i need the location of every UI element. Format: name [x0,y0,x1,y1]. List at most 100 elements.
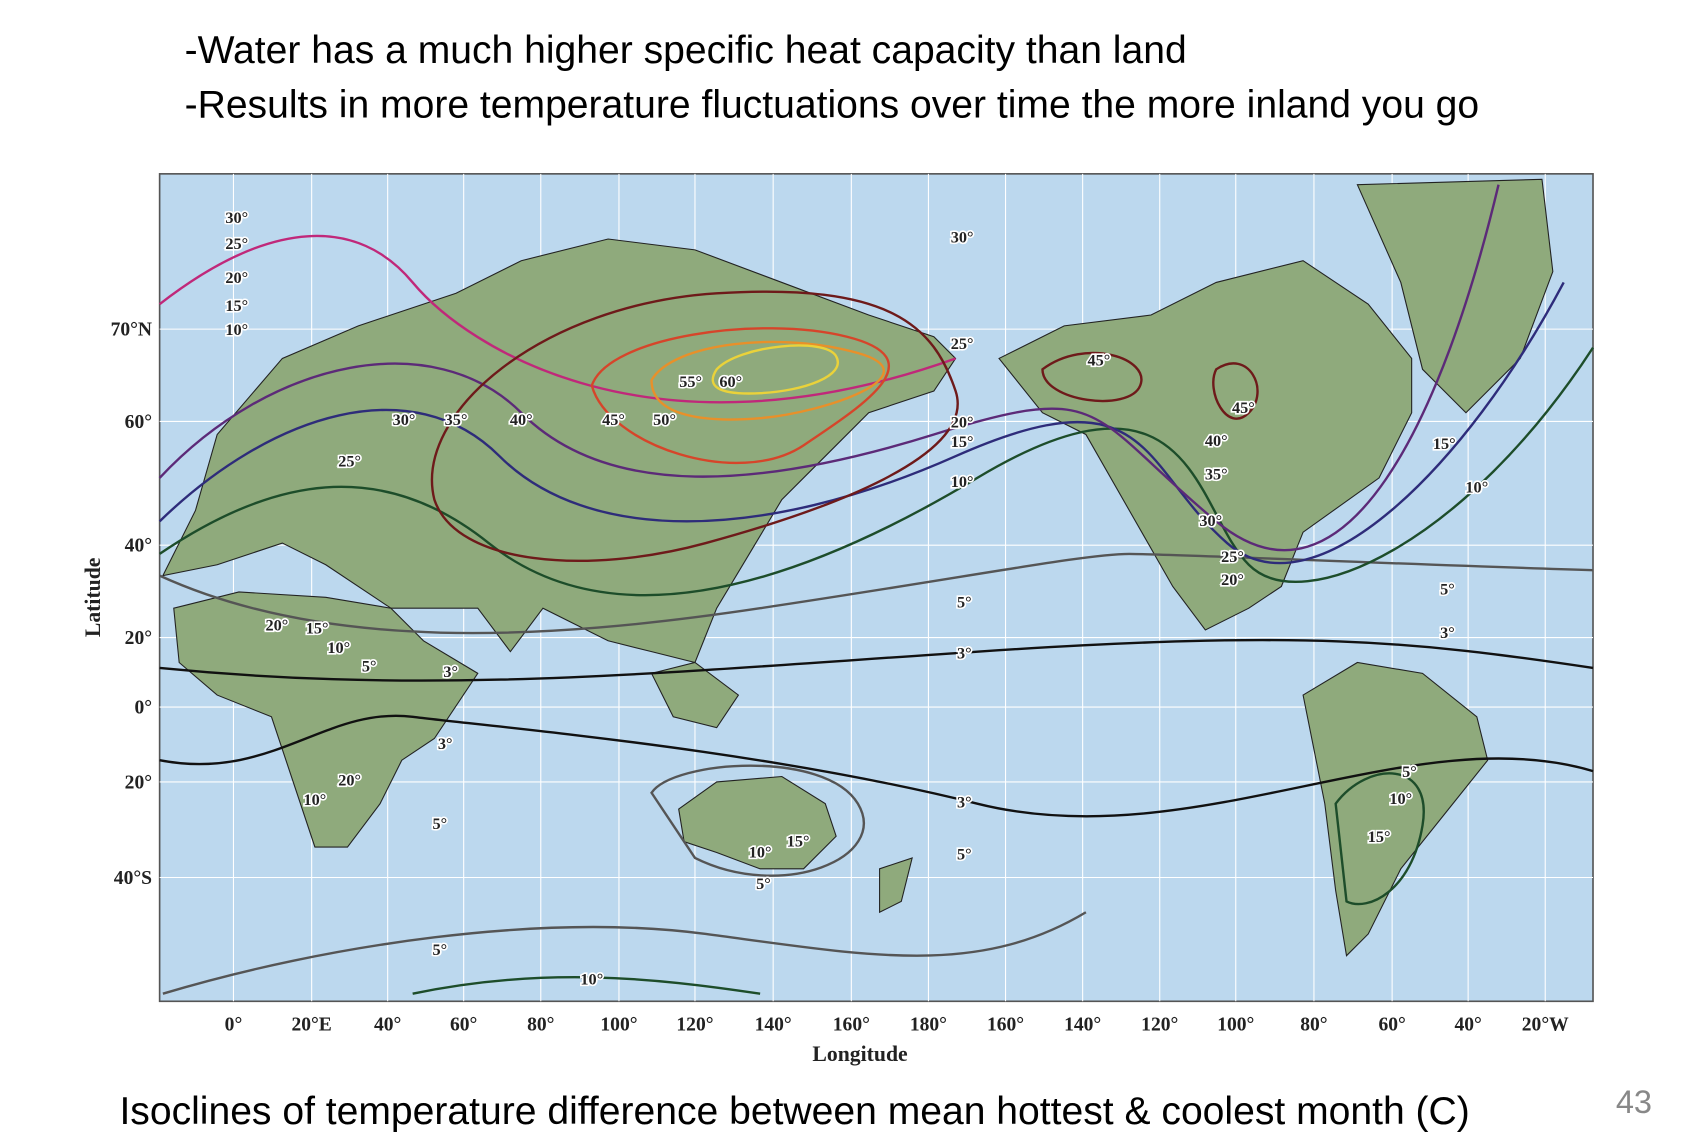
lon-label: 160° [833,1015,870,1036]
lon-label: 20°W [1522,1015,1569,1036]
isocline-label: 45° [1088,350,1111,369]
lon-label: 60° [450,1015,477,1036]
isocline-label: 3° [957,644,972,663]
isocline-label: 25° [338,451,361,470]
lon-label: 120° [676,1015,713,1036]
isocline-labels: 30°25°20°15°10°30°25°45°55° 60°30° 35° 40° 4… [224,207,1490,990]
isocline-label: 20° [266,615,289,634]
isocline-label: 10° [304,790,327,809]
lon-label: 0° [225,1015,243,1036]
isocline [158,234,956,404]
isocline-label: 25° [225,234,248,253]
isocline-label: 10° [749,842,772,861]
isocline-label: 35° [1205,464,1228,483]
isocline [412,975,761,995]
lon-label: 40° [374,1015,401,1036]
lon-label: 40° [1454,1015,1481,1036]
isocline [158,281,1565,565]
isocline [1334,772,1425,906]
lat-label: 40° [125,536,152,557]
isocline [159,714,1594,818]
lon-label: 60° [1378,1015,1405,1036]
isocline-label: 30° [393,410,416,429]
isocline-label: 5° [432,940,447,959]
lon-label: 80° [527,1015,554,1036]
lon-label: 100° [600,1015,637,1036]
isocline-label: 5° [362,657,377,676]
isocline-label: 55° [679,372,702,391]
isocline-label: 5° [432,814,447,833]
isocline [162,911,1087,995]
lon-label: 100° [1217,1015,1254,1036]
isocline-label: 10° [1389,789,1412,808]
isocline-label: 10° [225,320,248,339]
lat-label: 40°S [114,868,152,889]
isocline [159,638,1594,682]
isocline [650,764,865,877]
isocline-label: 50° [653,410,676,429]
isocline-label: 5° [957,845,972,864]
isocline-label: 20° [338,771,361,790]
isocline-label: 40° [510,410,533,429]
isocline-label: 45° [1232,398,1255,417]
isocline-label: 10° [1465,477,1488,496]
isocline [650,340,885,421]
isocline-label: 10° [951,472,974,491]
x-axis-title: Longitude [812,1042,908,1066]
isocline [1041,351,1143,403]
isocline [431,290,959,562]
lon-label: 140° [1064,1015,1101,1036]
isocline-label: 3° [957,792,972,811]
isocline-label: 45° [602,410,625,429]
isocline-label: 30° [225,208,248,227]
isocline-label: 25° [951,334,974,353]
isocline-label: 15° [306,619,329,638]
lon-label: 80° [1300,1015,1327,1036]
lon-label: 180° [910,1015,947,1036]
isocline-label: 20° [1221,570,1244,589]
landmass [161,238,957,664]
lat-label: 20° [125,628,152,649]
lon-label: 140° [755,1015,792,1036]
page-number: 43 [1616,1084,1652,1120]
landmass [678,775,837,870]
isocline-label: 20° [951,412,974,431]
isocline-label: 5° [756,874,771,893]
land [161,178,1554,957]
isocline-label: 25° [1221,547,1244,566]
isoclines [158,184,1595,995]
lon-label: 120° [1141,1015,1178,1036]
lat-label: 60° [125,412,152,433]
caption: Isoclines of temperature difference betw… [119,1090,1469,1133]
isocline-label: 15° [1368,827,1391,846]
isocline-label: 5° [1402,762,1417,781]
isocline-label: 35° [445,410,468,429]
bullet: -Water has a much higher specific heat c… [185,29,1187,72]
isocline [590,327,890,465]
isocline-label: 15° [1433,434,1456,453]
lon-label: 160° [987,1015,1024,1036]
isocline-label: 60° [719,372,742,391]
isocline-label: 3° [438,734,453,753]
lon-label: 20°E [291,1015,331,1036]
isocline-label: 15° [225,296,248,315]
landmass [173,591,479,848]
lat-label: 0° [134,698,152,719]
isocline-label: 5° [957,593,972,612]
lat-label: 70°N [111,320,152,341]
isocline [158,184,1500,552]
landmass [1302,661,1489,957]
landmass [650,661,740,729]
isocline-label: 15° [951,432,974,451]
isocline-label: 5° [1440,580,1455,599]
isocline-label: 20° [225,268,248,287]
isocline-label: 30° [951,228,974,247]
bullet: -Results in more temperature fluctuation… [185,83,1480,126]
lat-label: 20° [125,772,152,793]
y-axis-title: Latitude [81,557,105,637]
isocline-label: 3° [1440,623,1455,642]
landmass [879,857,913,914]
isocline-label: 3° [443,662,458,681]
